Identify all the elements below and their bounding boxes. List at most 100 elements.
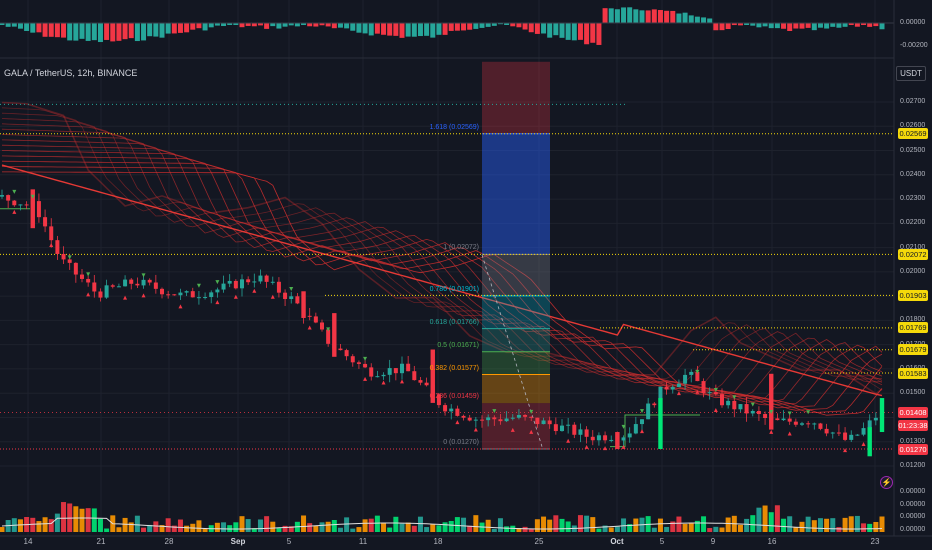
candle-body bbox=[178, 292, 183, 296]
candle-body bbox=[861, 428, 866, 435]
sell-arrow bbox=[123, 295, 128, 300]
volume-bar bbox=[307, 523, 313, 532]
candle-body bbox=[203, 297, 208, 299]
volume-bar bbox=[854, 515, 860, 532]
candle-body bbox=[646, 403, 651, 420]
fib-level-label: 0.5 (0.01671) bbox=[437, 341, 479, 349]
histogram-bar bbox=[799, 23, 805, 29]
histogram-bar bbox=[590, 23, 596, 43]
volume-bar bbox=[399, 523, 405, 532]
volume-bar bbox=[393, 516, 399, 532]
sell-arrow bbox=[529, 429, 534, 434]
histogram-bar bbox=[159, 23, 165, 38]
histogram-bar bbox=[171, 23, 177, 34]
candle-body bbox=[190, 291, 195, 298]
volume-bar bbox=[165, 518, 171, 532]
candle-body bbox=[596, 435, 601, 441]
histogram-bar bbox=[762, 23, 768, 27]
histogram-bar bbox=[245, 23, 251, 26]
candle-body bbox=[836, 432, 841, 434]
volume-bar bbox=[861, 523, 867, 532]
candle-body bbox=[73, 262, 78, 275]
candle-body bbox=[375, 376, 380, 378]
volume-bar bbox=[621, 518, 627, 532]
candle-body bbox=[258, 275, 263, 282]
highlight-candle bbox=[615, 432, 620, 450]
candle-body bbox=[369, 367, 374, 377]
symbol-title[interactable]: GALA / TetherUS, 12h, BINANCE bbox=[4, 68, 138, 78]
volume-bar bbox=[725, 517, 731, 532]
volume-bar bbox=[799, 521, 805, 532]
candle-body bbox=[449, 408, 454, 412]
volume-bar bbox=[270, 521, 276, 532]
histogram-bar bbox=[448, 23, 454, 31]
buy-arrow bbox=[750, 402, 755, 407]
candle-body bbox=[18, 204, 23, 206]
candle-body bbox=[196, 297, 201, 299]
price-axis-label: 0.02500 bbox=[900, 146, 926, 154]
candle-body bbox=[873, 417, 878, 421]
candle-body bbox=[227, 280, 232, 284]
volume-axis-label: 0.00000 bbox=[900, 488, 926, 495]
ribbon-line bbox=[1, 112, 883, 384]
sell-arrow bbox=[381, 380, 386, 385]
volume-bar bbox=[233, 522, 239, 532]
histogram-bar bbox=[559, 23, 565, 38]
price-axis-label: 0.01300 bbox=[900, 437, 926, 445]
histogram-bar bbox=[221, 23, 227, 27]
currency-button[interactable]: USDT bbox=[896, 66, 926, 81]
highlight-candle bbox=[879, 398, 885, 433]
volume-bar bbox=[134, 515, 140, 532]
histogram-bar bbox=[202, 23, 208, 31]
price-tag: 0.02072 bbox=[898, 248, 928, 260]
candle-body bbox=[252, 281, 257, 283]
candle-body bbox=[215, 289, 220, 293]
volume-bar bbox=[737, 524, 743, 532]
histogram-bar bbox=[233, 23, 239, 25]
candle-body bbox=[326, 329, 331, 344]
candle-body bbox=[153, 282, 158, 289]
sell-arrow bbox=[12, 209, 17, 214]
histogram-bar bbox=[79, 23, 85, 39]
volume-bar bbox=[682, 523, 688, 532]
buy-arrow bbox=[86, 272, 91, 277]
price-axis-label: 0.01800 bbox=[900, 316, 926, 324]
histogram-bar bbox=[713, 23, 719, 31]
volume-bar bbox=[805, 516, 811, 532]
volume-bar bbox=[245, 519, 251, 532]
volume-bar bbox=[42, 517, 48, 532]
histogram-bar bbox=[467, 23, 473, 30]
histogram-bar bbox=[657, 10, 663, 23]
buy-arrow bbox=[326, 327, 331, 332]
histogram-bar bbox=[602, 8, 608, 23]
histogram-bar bbox=[701, 17, 707, 23]
histogram-bar bbox=[5, 23, 11, 27]
histogram-bar bbox=[424, 23, 430, 36]
candle-body bbox=[572, 424, 577, 435]
histogram-bar bbox=[122, 23, 128, 40]
volume-bar bbox=[547, 519, 553, 532]
volume-bar bbox=[442, 522, 448, 532]
candle-body bbox=[806, 423, 811, 425]
candle-body bbox=[381, 374, 386, 377]
buy-arrow bbox=[289, 286, 294, 291]
volume-bar bbox=[694, 520, 700, 532]
date-label: 5 bbox=[659, 537, 665, 546]
candle-body bbox=[732, 400, 737, 410]
sell-arrow bbox=[621, 444, 626, 449]
volume-bar bbox=[196, 520, 202, 532]
volume-bar bbox=[602, 525, 608, 532]
candle-body bbox=[43, 217, 48, 227]
histogram-bar bbox=[134, 23, 140, 42]
histogram-bar bbox=[577, 23, 583, 40]
sell-arrow bbox=[215, 300, 220, 305]
volume-bar bbox=[688, 523, 694, 532]
histogram-bar bbox=[147, 23, 153, 37]
histogram-bar bbox=[374, 23, 380, 34]
candle-body bbox=[744, 404, 749, 414]
candle-body bbox=[387, 368, 392, 375]
volume-bar bbox=[97, 518, 103, 532]
lightning-icon[interactable]: ⚡ bbox=[880, 476, 893, 489]
buy-arrow bbox=[141, 273, 146, 278]
